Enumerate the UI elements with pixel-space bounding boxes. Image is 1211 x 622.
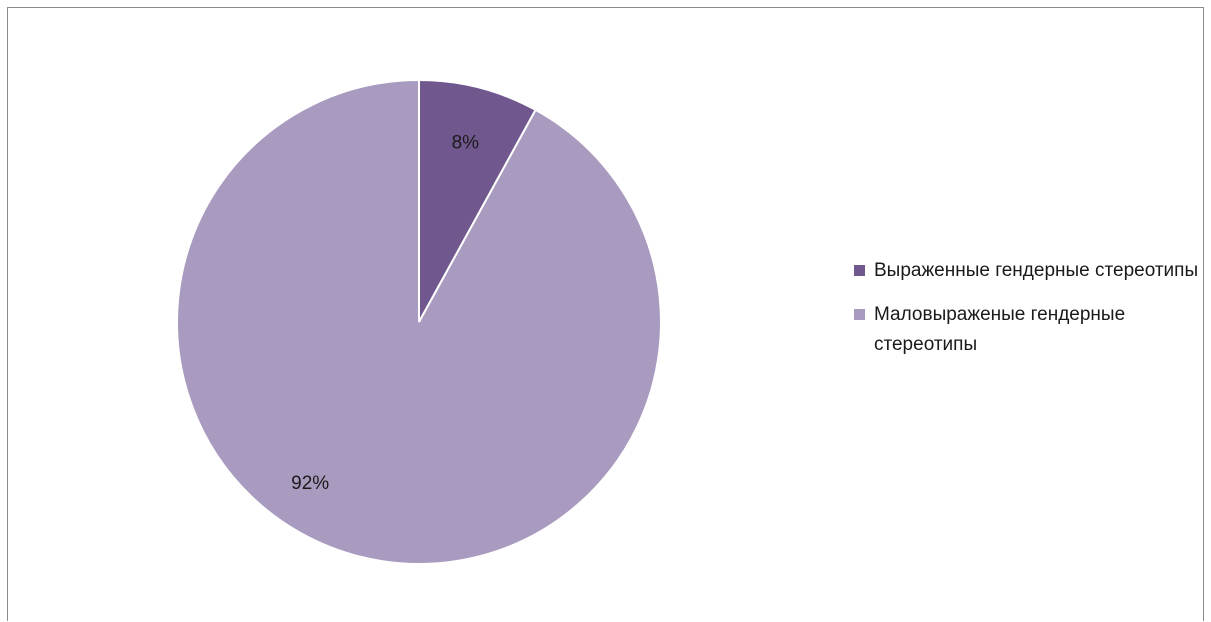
legend-swatch-expressed <box>854 265 865 276</box>
data-label-weakly-expressed: 92% <box>291 473 329 494</box>
legend-label-weakly-expressed: Маловыраженые гендерные стереотипы <box>874 304 1125 355</box>
legend-item-weakly-expressed: Маловыраженые гендерные стереотипы <box>846 300 1206 360</box>
pie-slice-weakly-expressed <box>177 80 661 564</box>
chart-area: 8% 92% Выраженные гендерные стереотипы Ма… <box>7 7 1204 621</box>
legend: Выраженные гендерные стереотипы Маловыра… <box>846 256 1206 374</box>
legend-item-expressed: Выраженные гендерные стереотипы <box>846 256 1206 286</box>
pie-slices <box>177 80 661 564</box>
legend-swatch-weakly-expressed <box>854 309 865 320</box>
legend-label-expressed: Выраженные гендерные стереотипы <box>874 260 1198 281</box>
data-label-expressed: 8% <box>452 133 480 154</box>
